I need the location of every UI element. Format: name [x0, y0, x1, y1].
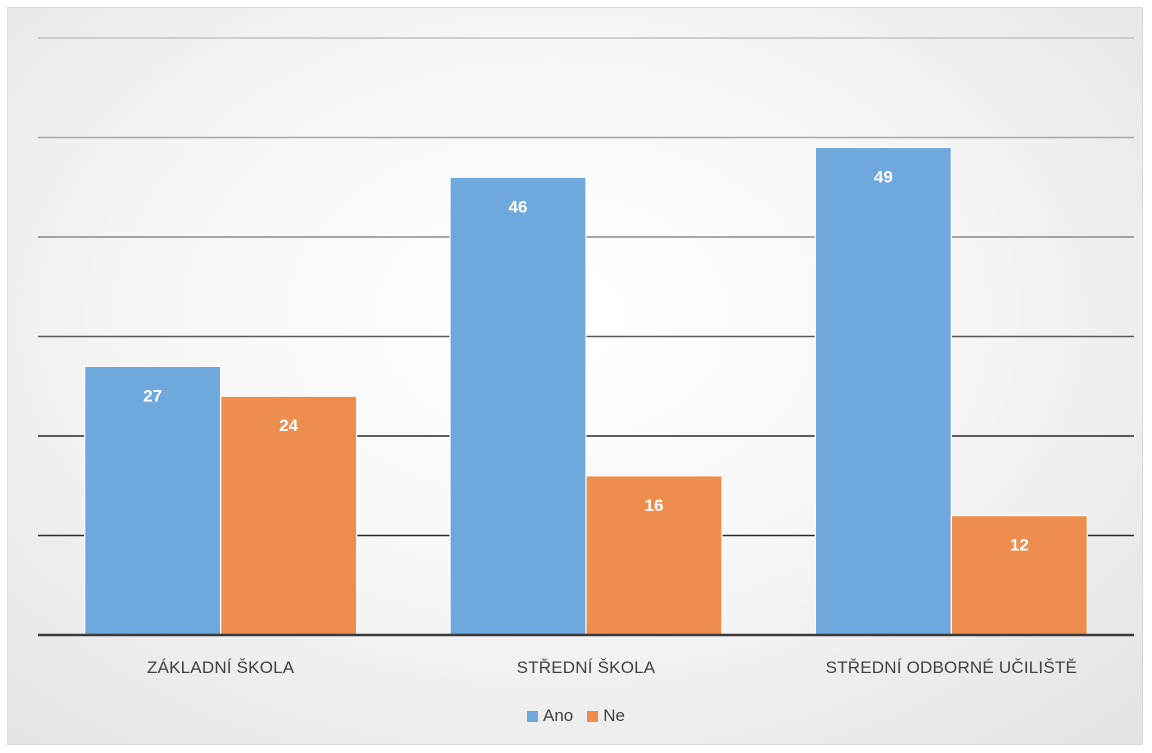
legend: Ano Ne — [0, 706, 1152, 726]
legend-swatch-ano — [527, 710, 538, 722]
legend-swatch-ne — [587, 710, 599, 722]
data-label: 27 — [143, 386, 162, 405]
data-label: 12 — [1010, 536, 1029, 555]
legend-item-ne: Ne — [587, 706, 625, 726]
data-label: 49 — [874, 167, 893, 186]
data-label: 16 — [645, 496, 664, 515]
labels: 27 46 49 24 16 12 ZÁKLADNÍ ŠKOLA STŘEDNÍ ŠKOLA S… — [143, 167, 1077, 677]
bar-ano-3 — [814, 146, 952, 636]
bars — [84, 146, 1088, 636]
bar-chart: 27 46 49 24 16 12 ZÁKLADNÍ ŠKOLA STŘEDNÍ ŠKOLA S… — [38, 37, 1134, 677]
legend-label-ne: Ne — [603, 706, 625, 725]
x-tick-label: STŘEDNÍ ODBORNÉ UČILIŠTĚ — [826, 658, 1077, 677]
bar-ne-3 — [950, 514, 1088, 636]
data-label: 46 — [509, 197, 528, 216]
bar-ano-2 — [449, 176, 587, 636]
legend-label-ano: Ano — [543, 706, 574, 725]
bar-ne-2 — [585, 475, 723, 636]
bar-ano-1 — [84, 365, 222, 636]
x-tick-label: STŘEDNÍ ŠKOLA — [517, 658, 656, 677]
data-label: 24 — [279, 416, 298, 435]
x-tick-label: ZÁKLADNÍ ŠKOLA — [147, 658, 295, 677]
bar-ne-1 — [220, 395, 358, 636]
legend-item-ano: Ano — [527, 706, 573, 726]
